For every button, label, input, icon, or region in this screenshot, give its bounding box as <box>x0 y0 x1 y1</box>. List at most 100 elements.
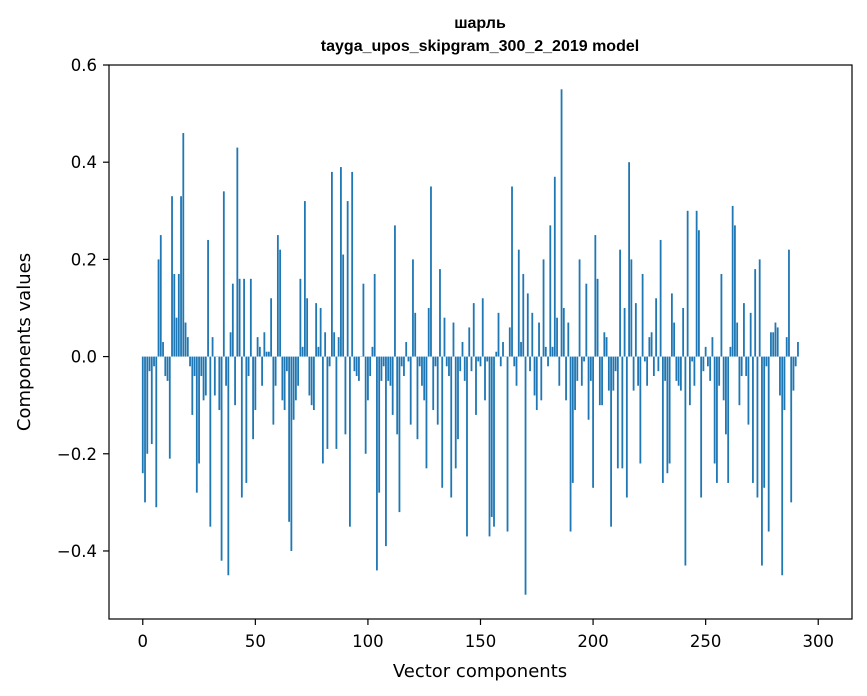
bar <box>155 356 158 508</box>
bar <box>146 356 149 454</box>
bar <box>466 356 468 537</box>
bar <box>294 356 297 401</box>
bar <box>655 298 658 357</box>
bar <box>240 356 243 498</box>
y-tick-label: 0.4 <box>71 153 97 172</box>
bar <box>177 273 180 357</box>
bar <box>707 356 709 367</box>
bar <box>761 356 763 566</box>
bar <box>315 303 318 357</box>
bar <box>709 356 712 381</box>
x-tick-label: 50 <box>245 632 266 651</box>
bar <box>540 356 543 401</box>
bar <box>646 356 649 386</box>
bar <box>763 356 766 488</box>
bar <box>758 259 761 357</box>
bar <box>387 356 390 381</box>
bar <box>652 356 655 377</box>
bar <box>261 356 263 386</box>
bar <box>691 356 694 362</box>
bar <box>765 356 768 367</box>
y-tick-label: 0.6 <box>71 56 97 75</box>
bar <box>589 356 592 381</box>
bar <box>331 171 333 357</box>
bar <box>529 356 531 372</box>
bar <box>472 303 475 357</box>
bar <box>186 337 189 357</box>
bar <box>754 269 757 357</box>
bar <box>193 356 196 377</box>
bar <box>688 356 691 406</box>
bar <box>202 356 205 401</box>
bar <box>358 356 360 381</box>
bar <box>475 356 477 415</box>
bar <box>303 201 306 357</box>
x-tick-label: 300 <box>802 632 834 651</box>
bar <box>783 356 786 411</box>
bar <box>267 351 270 357</box>
bar <box>779 356 781 396</box>
bar <box>702 356 705 372</box>
bar <box>279 249 282 357</box>
bar <box>785 337 788 357</box>
bar <box>745 356 748 377</box>
bar <box>157 259 160 357</box>
bar <box>538 322 540 357</box>
bar <box>499 356 502 367</box>
bar <box>747 356 750 425</box>
bar <box>409 356 412 425</box>
bar <box>353 356 356 372</box>
bar <box>522 273 525 357</box>
bar <box>416 356 419 440</box>
bar <box>452 322 455 357</box>
bar <box>623 307 626 357</box>
bar <box>790 356 793 503</box>
bar <box>218 356 221 411</box>
bar <box>398 356 401 513</box>
bar <box>711 337 714 357</box>
bar <box>675 356 678 381</box>
bar <box>682 307 685 357</box>
bar <box>207 239 209 357</box>
bar <box>380 356 383 381</box>
bar <box>580 356 583 386</box>
bar <box>565 356 567 401</box>
bar <box>502 342 504 357</box>
bar <box>364 356 367 454</box>
bar <box>247 356 250 377</box>
bar <box>340 167 342 357</box>
bar <box>616 356 619 469</box>
bar <box>344 356 347 435</box>
bar <box>405 342 408 357</box>
bar <box>443 317 446 357</box>
bar <box>457 356 459 440</box>
bar <box>288 356 291 522</box>
bar <box>720 273 723 357</box>
x-tick-label: 200 <box>577 632 609 651</box>
bar <box>430 186 432 357</box>
bar <box>547 356 549 367</box>
bar <box>407 356 410 362</box>
bar <box>391 356 394 415</box>
bar <box>520 342 522 357</box>
bar <box>661 356 664 483</box>
y-tick-label: 0.2 <box>71 250 97 269</box>
bar <box>243 278 245 357</box>
bar <box>686 210 689 357</box>
bar <box>450 356 453 498</box>
bar <box>731 205 734 357</box>
bar <box>493 356 495 527</box>
bar <box>263 332 266 357</box>
chart-title: шарль <box>454 15 506 32</box>
x-axis-label: Vector components <box>393 661 567 682</box>
bar <box>625 356 628 498</box>
bar <box>738 356 741 406</box>
bar <box>227 356 230 576</box>
bar <box>664 356 667 381</box>
bar <box>333 332 336 357</box>
bar <box>234 356 236 406</box>
bar <box>788 249 790 357</box>
bar <box>351 171 354 357</box>
bar <box>162 342 164 357</box>
bar <box>389 356 392 386</box>
